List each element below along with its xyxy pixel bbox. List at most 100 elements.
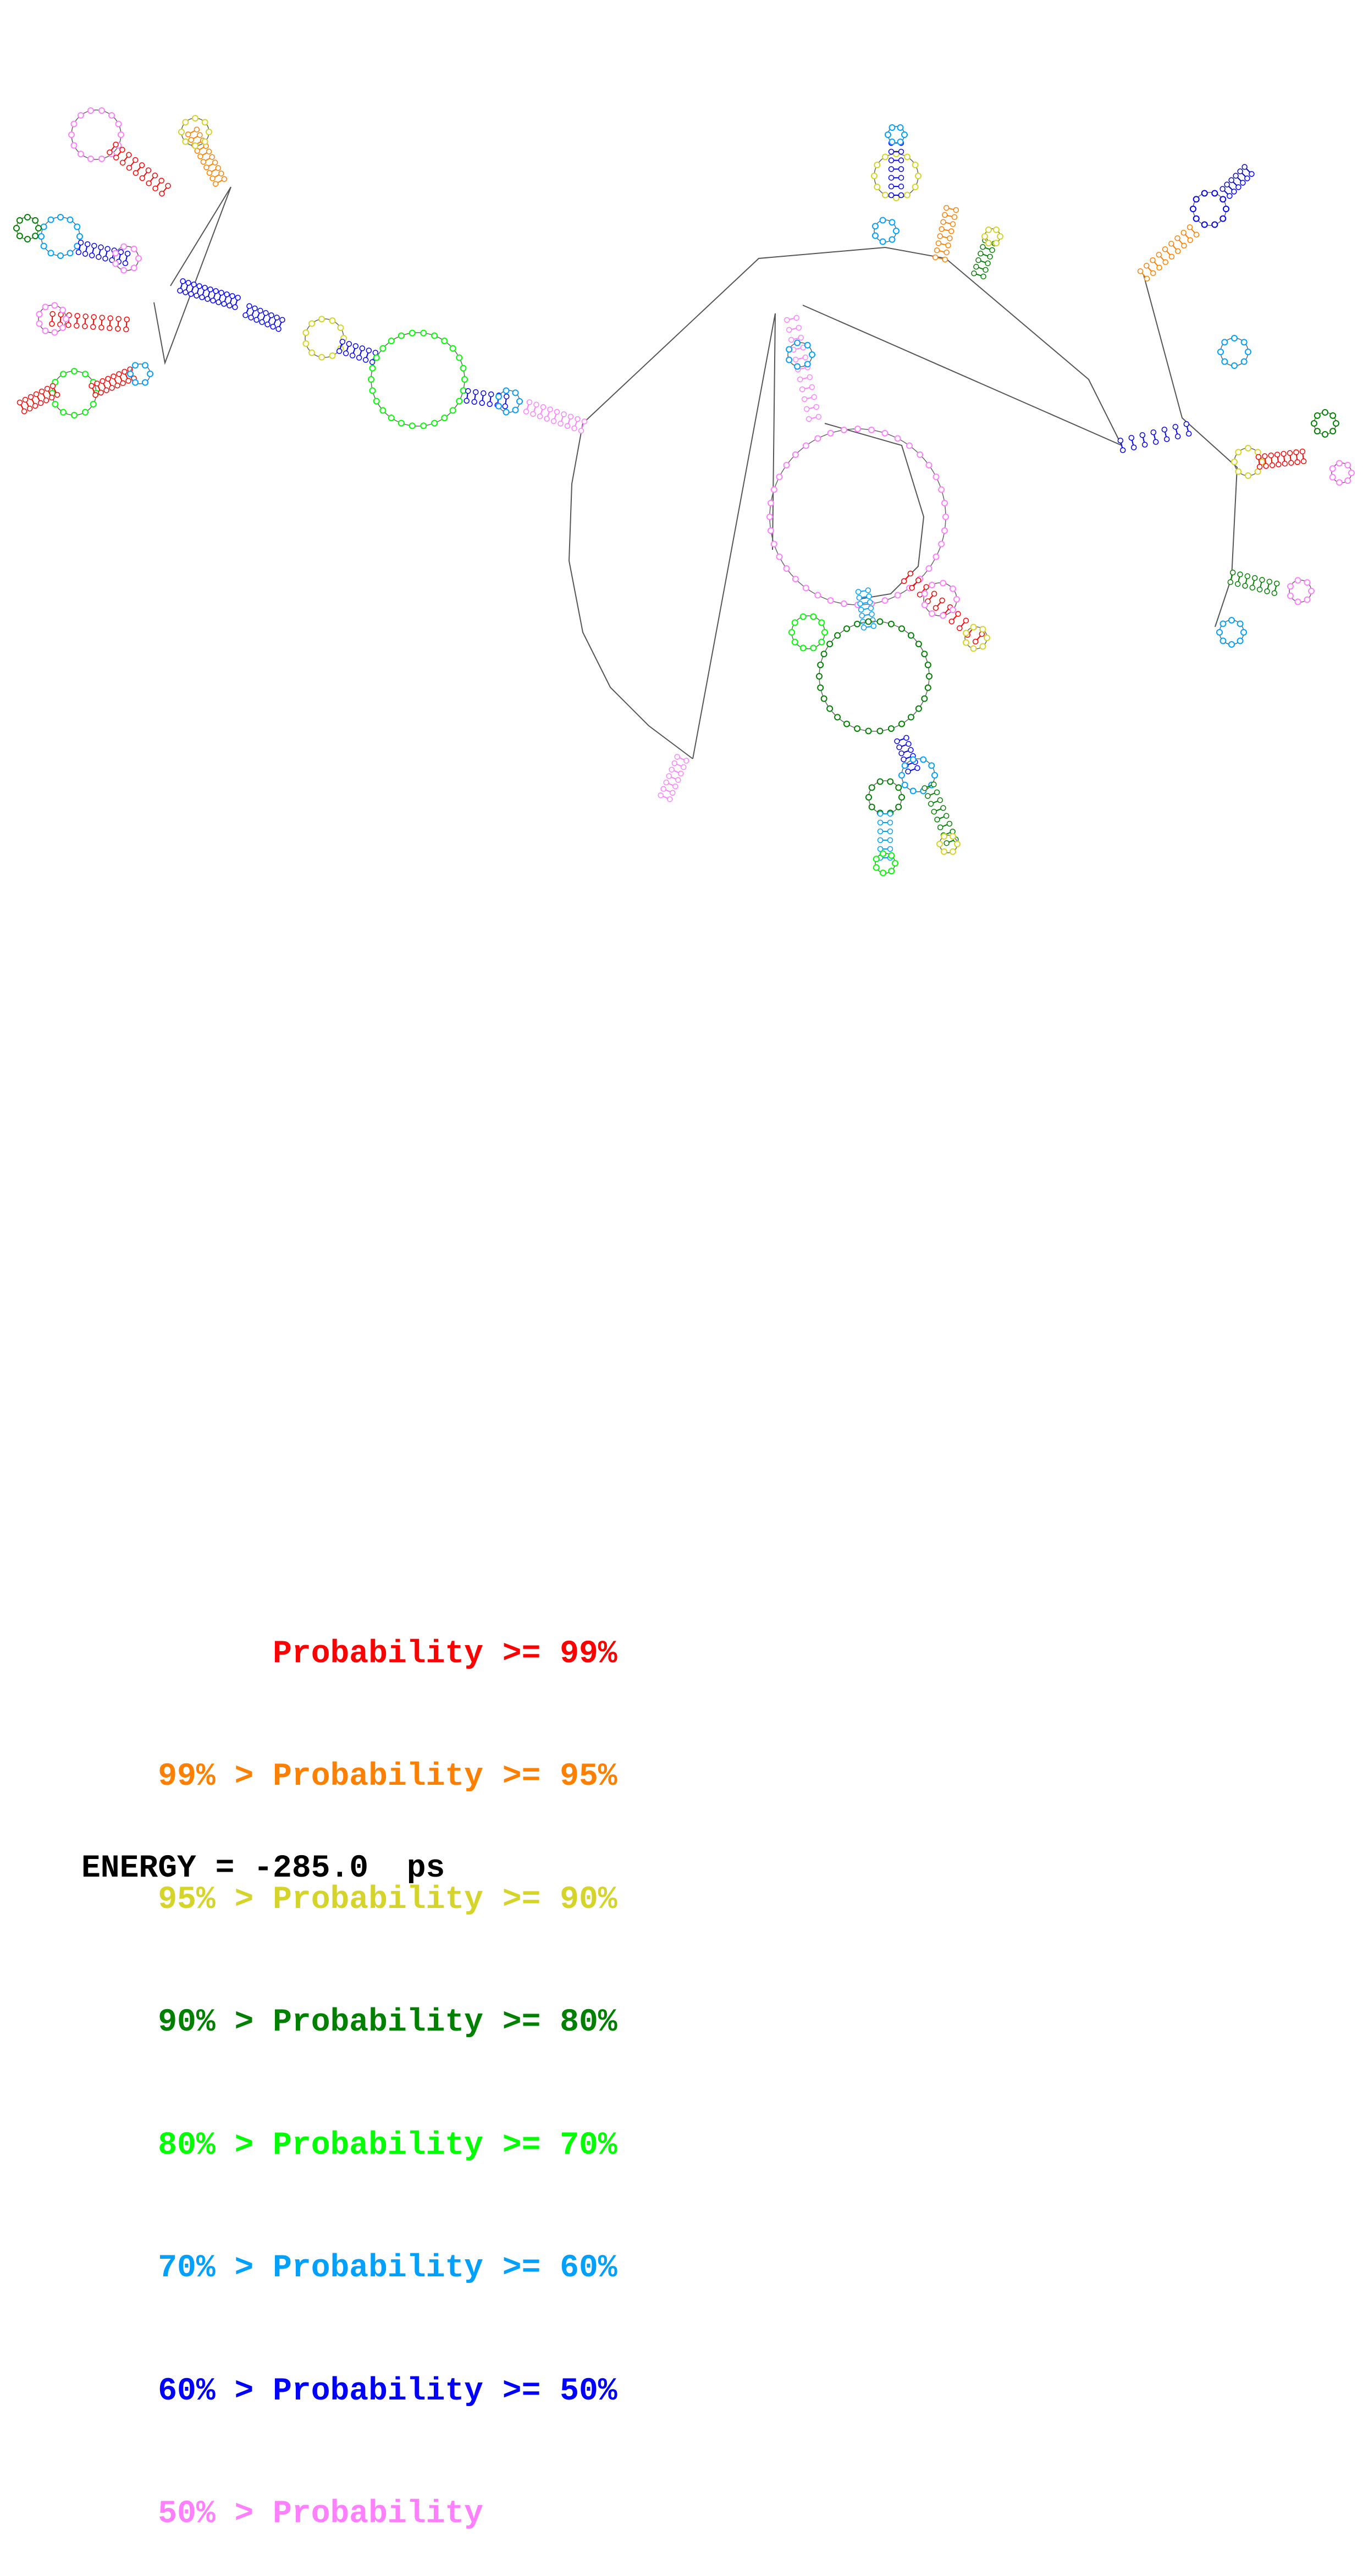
nucleotide (135, 255, 142, 262)
nucleotide (888, 175, 895, 181)
nucleotide (981, 233, 988, 240)
nucleotide (840, 600, 847, 608)
nucleotide (887, 828, 893, 835)
nucleotide (794, 339, 801, 346)
nucleotide (791, 638, 798, 646)
nucleotide (888, 852, 895, 859)
nucleotide (678, 770, 684, 777)
nucleotide (188, 291, 194, 297)
nucleotide (503, 409, 510, 416)
nucleotide (827, 429, 834, 437)
nucleotide (786, 327, 792, 333)
nucleotide (221, 301, 227, 307)
backbone-segment (170, 186, 231, 286)
nucleotide (843, 720, 850, 727)
nucleotide (343, 350, 349, 356)
nucleotide (788, 629, 795, 636)
nucleotide (888, 868, 895, 875)
nucleotide (814, 435, 821, 442)
nucleotide (57, 214, 64, 220)
nucleotide (1163, 436, 1170, 442)
nucleotide (953, 596, 960, 603)
nucleotide (1174, 248, 1181, 254)
nucleotide (962, 630, 969, 637)
nucleotide (318, 316, 325, 323)
nucleotide (907, 632, 914, 639)
nucleotide (1240, 339, 1248, 346)
nucleotide (989, 247, 995, 253)
nucleotide (1227, 579, 1234, 585)
nucleotide (826, 641, 834, 648)
nucleotide (38, 388, 45, 395)
nucleotide (865, 794, 872, 801)
nucleotide (125, 378, 131, 384)
nucleotide (107, 315, 113, 322)
nucleotide (937, 797, 943, 803)
nucleotide (931, 772, 938, 779)
legend-row-p90: 95% > Probability >= 90% (81, 1839, 617, 1918)
nucleotide (196, 283, 202, 289)
nucleotide (188, 137, 194, 143)
nucleotide (855, 589, 862, 595)
nucleotide (246, 303, 252, 309)
nucleotide (670, 790, 676, 796)
nucleotide (133, 170, 139, 176)
nucleotide (658, 792, 664, 798)
nucleotide (270, 323, 276, 330)
nucleotide (127, 371, 134, 377)
nucleotide (1227, 193, 1233, 199)
nucleotide (132, 379, 139, 386)
nucleotide (210, 297, 216, 304)
nucleotide (901, 131, 908, 138)
legend-suffix: >= 80% (483, 2005, 617, 2040)
nucleotide (929, 610, 935, 617)
nucleotide (512, 389, 519, 396)
nucleotide (87, 155, 94, 162)
nucleotide (1180, 230, 1187, 236)
nucleotide (1245, 349, 1251, 355)
nucleotide (666, 773, 672, 779)
rna-structures (13, 107, 1355, 876)
helix (894, 735, 920, 775)
nucleotide (887, 778, 894, 785)
nucleotide (206, 148, 212, 155)
nucleotide (373, 354, 380, 361)
nucleotide (49, 311, 56, 317)
nucleotide (893, 228, 900, 234)
nucleotide (74, 313, 80, 319)
nucleotide (1150, 270, 1156, 276)
legend-row-p50: 60% > Probability >= 50% (81, 2330, 617, 2409)
nucleotide (63, 316, 69, 322)
nucleotide (558, 421, 564, 427)
loop-ring (41, 217, 80, 256)
nucleotide (938, 486, 945, 493)
nucleotide (1183, 421, 1190, 427)
nucleotide (1201, 221, 1208, 228)
nucleotide (801, 396, 808, 402)
nucleotide (975, 257, 981, 263)
nucleotide (843, 625, 850, 632)
nucleotide (120, 243, 128, 250)
nucleotide (274, 315, 280, 321)
nucleotide (182, 119, 189, 126)
nucleotide (834, 714, 841, 721)
nucleotide (816, 673, 823, 680)
nucleotide (667, 796, 673, 802)
legend-label: Probability (273, 1882, 483, 1918)
nucleotide (1156, 252, 1162, 258)
nucleotide (530, 411, 536, 417)
nucleotide (1190, 206, 1196, 212)
nucleotide (904, 191, 910, 198)
nucleotide (915, 173, 921, 179)
nucleotide (948, 228, 954, 234)
nucleotide (197, 153, 203, 159)
nucleotide (74, 223, 81, 230)
nucleotide (122, 368, 128, 375)
nucleotide (925, 565, 932, 572)
nucleotide (1216, 629, 1223, 636)
nucleotide (859, 613, 865, 619)
nucleotide (227, 302, 233, 308)
nucleotide (1233, 173, 1239, 179)
nucleotide (987, 253, 993, 260)
nucleotide (889, 236, 896, 243)
